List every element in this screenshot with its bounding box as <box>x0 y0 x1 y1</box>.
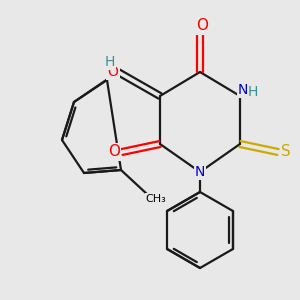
Text: CH₃: CH₃ <box>146 194 167 204</box>
Text: O: O <box>108 65 118 79</box>
Text: H: H <box>248 85 258 99</box>
Text: O: O <box>196 19 208 34</box>
Text: H: H <box>105 55 115 69</box>
Text: N: N <box>238 83 248 97</box>
Text: N: N <box>195 165 205 179</box>
Text: S: S <box>281 145 291 160</box>
Text: O: O <box>108 145 120 160</box>
